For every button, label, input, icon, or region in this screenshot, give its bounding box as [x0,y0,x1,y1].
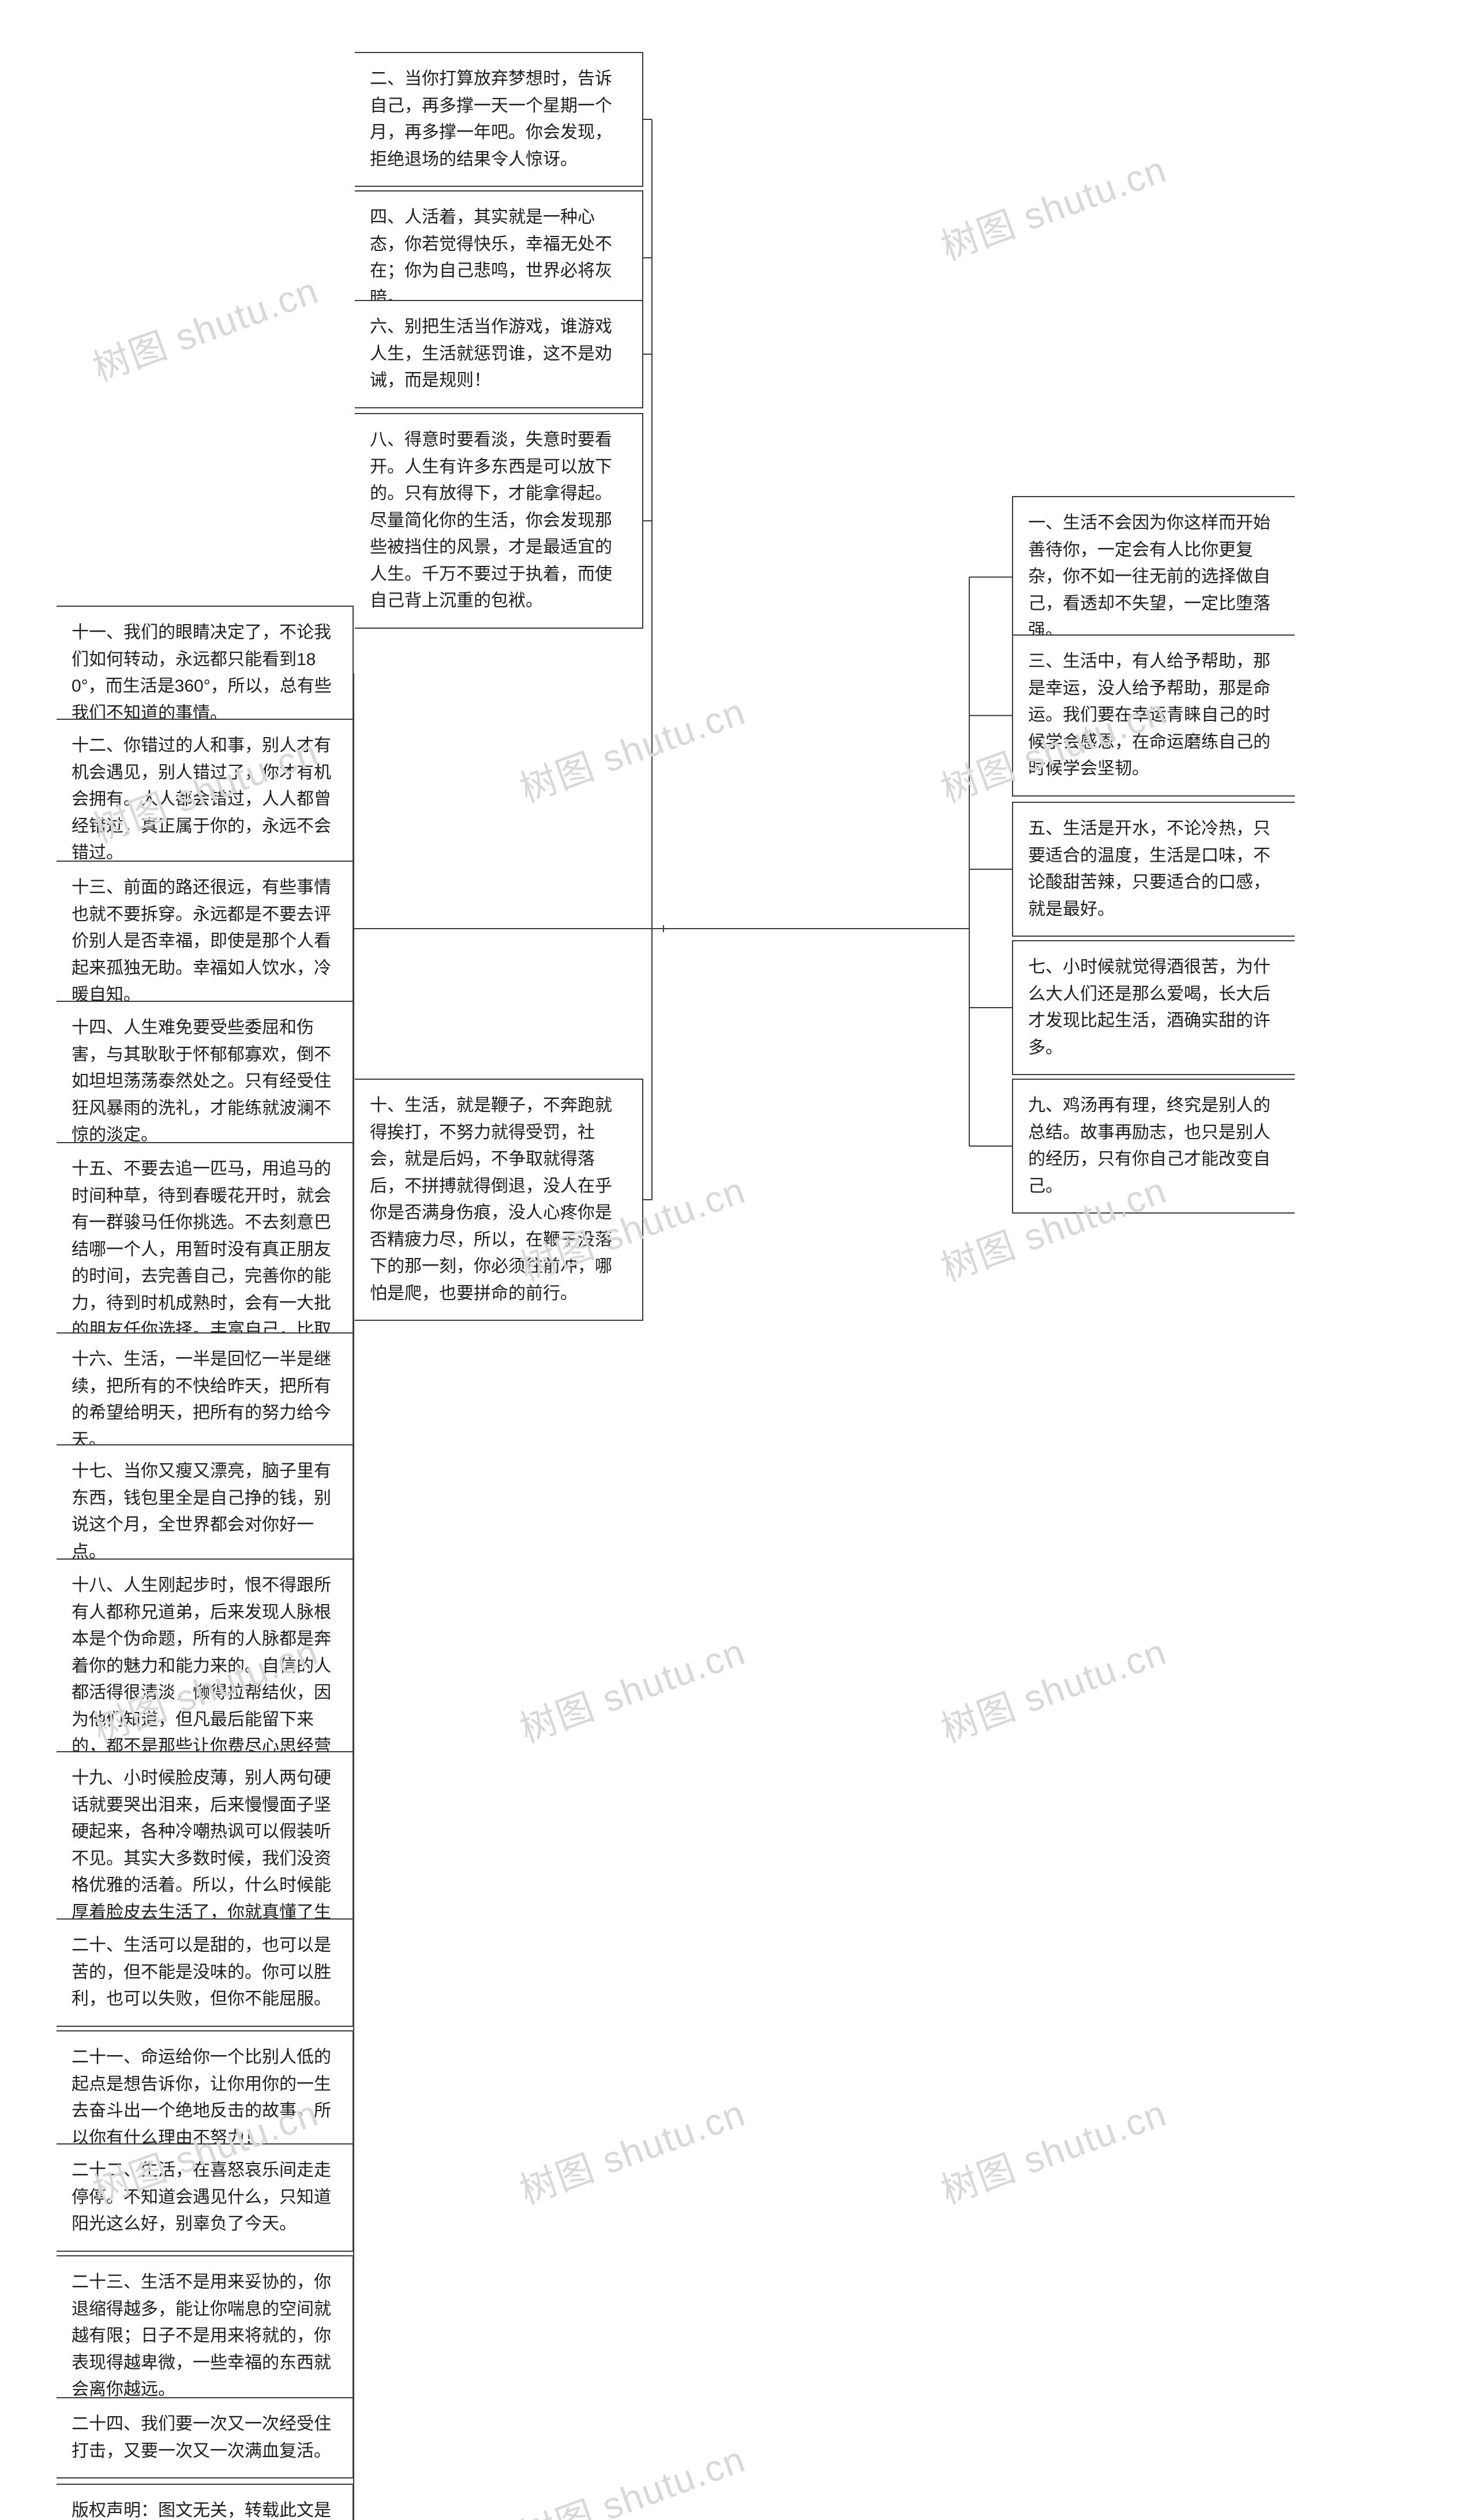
center-root [661,926,666,931]
node-l4: 十四、人生难免要受些委屈和伤害，与其耿耿于怀郁郁寡欢，倒不如坦坦荡荡泰然处之。只… [57,1001,354,1163]
node-text: 六、别把生活当作游戏，谁游戏人生，生活就惩罚谁，这不是劝诫，而是规则！ [370,317,612,390]
node-t3: 六、别把生活当作游戏，谁游戏人生，生活就惩罚谁，这不是劝诫，而是规则！ [355,300,643,408]
watermark: 树图 shutu.cn [512,1623,752,1753]
node-text: 五、生活是开水，不论冷热，只要适合的温度，生活是口味，不论酸甜苦辣，只要适合的口… [1028,819,1270,919]
node-text: 十七、当你又瘦又漂亮，脑子里有东西，钱包里全是自己挣的钱，别说这个月，全世界都会… [72,1462,331,1561]
node-text: 八、得意时要看淡，失意时要看开。人生有许多东西是可以放下的。只有放得下，才能拿得… [370,430,612,610]
node-l14: 二十四、我们要一次又一次经受住打击，又要一次又一次满血复活。 [57,2397,354,2478]
node-l12: 二十二、生活，在喜怒哀乐间走走停停。不知道会遇见什么，只知道阳光这么好，别辜负了… [57,2143,354,2252]
node-l10: 二十、生活可以是甜的，也可以是苦的，但不能是没味的。你可以胜利，也可以失败，但你… [57,1918,354,2027]
node-text: 十一、我们的眼睛决定了，不论我们如何转动，永远都只能看到180°，而生活是360… [72,623,332,723]
node-r4: 七、小时候就觉得酒很苦，为什么大人们还是那么爱喝，长大后才发现比起生活，酒确实甜… [1012,940,1295,1075]
watermark: 树图 shutu.cn [85,261,325,392]
node-l3: 十三、前面的路还很远，有些事情也就不要拆穿。永远都是不要去评价别人是否幸福，即使… [57,861,354,1023]
node-l2: 十二、你错过的人和事，别人才有机会遇见，别人错过了，你才有机会拥有。人人都会错过… [57,719,354,881]
node-text: 二十一、命运给你一个比别人低的起点是想告诉你，让你用你的一生去奋斗出一个绝地反击… [72,2048,331,2147]
mindmap-stage: 二、当你打算放弃梦想时，告诉自己，再多撑一天一个星期一个月，再多撑一年吧。你会发… [0,0,1477,2520]
node-l13: 二十三、生活不是用来妥协的，你退缩得越多，能让你喘息的空间就越有限；日子不是用来… [57,2255,354,2417]
watermark: 树图 shutu.cn [512,2430,752,2520]
node-text: 十二、你错过的人和事，别人才有机会遇见，别人错过了，你才有机会拥有。人人都会错过… [72,736,331,862]
node-text: 九、鸡汤再有理，终究是别人的总结。故事再励志，也只是别人的经历，只有你自己才能改… [1028,1096,1270,1196]
node-text: 七、小时候就觉得酒很苦，为什么大人们还是那么爱喝，长大后才发现比起生活，酒确实甜… [1028,957,1270,1057]
watermark: 树图 shutu.cn [512,2084,752,2215]
node-l15: 版权声明：图文无关，转载此文是出于传递更多信息之目的。若有来源标注错误或侵犯了您… [57,2484,354,2520]
node-text: 二十、生活可以是甜的，也可以是苦的，但不能是没味的。你可以胜利，也可以失败，但你… [72,1936,331,2008]
watermark: 树图 shutu.cn [512,682,752,813]
node-text: 二、当你打算放弃梦想时，告诉自己，再多撑一天一个星期一个月，再多撑一年吧。你会发… [370,69,612,169]
node-text: 十三、前面的路还很远，有些事情也就不要拆穿。永远都是不要去评价别人是否幸福，即使… [72,878,331,1004]
node-text: 四、人活着，其实就是一种心态，你若觉得快乐，幸福无处不在；你为自己悲鸣，世界必将… [370,208,612,307]
watermark: 树图 shutu.cn [933,1623,1173,1753]
node-text: 十、生活，就是鞭子，不奔跑就得挨打，不努力就得受罚，社会，就是后妈，不争取就得落… [370,1096,612,1303]
node-text: 二十三、生活不是用来妥协的，你退缩得越多，能让你喘息的空间就越有限；日子不是用来… [72,2273,331,2399]
node-text: 二十二、生活，在喜怒哀乐间走走停停。不知道会遇见什么，只知道阳光这么好，别辜负了… [72,2161,331,2233]
node-text: 一、生活不会因为你这样而开始善待你，一定会有人比你更复杂，你不如一往无前的选择做… [1028,513,1270,640]
node-m1: 十、生活，就是鞭子，不奔跑就得挨打，不努力就得受罚，社会，就是后妈，不争取就得落… [355,1079,643,1321]
node-text: 十六、生活，一半是回忆一半是继续，把所有的不快给昨天，把所有的希望给明天，把所有… [72,1350,331,1449]
node-text: 二十四、我们要一次又一次经受住打击，又要一次又一次满血复活。 [72,2414,331,2461]
node-t4: 八、得意时要看淡，失意时要看开。人生有许多东西是可以放下的。只有放得下，才能拿得… [355,413,643,629]
node-r2: 三、生活中，有人给予帮助，那是幸运，没人给予帮助，那是命运。我们要在幸运青睐自己… [1012,634,1295,797]
node-text: 三、生活中，有人给予帮助，那是幸运，没人给予帮助，那是命运。我们要在幸运青睐自己… [1028,652,1270,778]
node-r5: 九、鸡汤再有理，终究是别人的总结。故事再励志，也只是别人的经历，只有你自己才能改… [1012,1079,1295,1214]
node-text: 十四、人生难免要受些委屈和伤害，与其耿耿于怀郁郁寡欢，倒不如坦坦荡荡泰然处之。只… [72,1018,331,1144]
node-r3: 五、生活是开水，不论冷热，只要适合的温度，生活是口味，不论酸甜苦辣，只要适合的口… [1012,802,1295,937]
watermark: 树图 shutu.cn [933,140,1173,271]
node-t1: 二、当你打算放弃梦想时，告诉自己，再多撑一天一个星期一个月，再多撑一年吧。你会发… [355,52,643,187]
node-text: 版权声明：图文无关，转载此文是出于传递更多信息之目的。若有来源标注错误或侵犯了您… [72,2501,331,2520]
node-r1: 一、生活不会因为你这样而开始善待你，一定会有人比你更复杂，你不如一往无前的选择做… [1012,496,1295,658]
watermark: 树图 shutu.cn [933,2084,1173,2215]
